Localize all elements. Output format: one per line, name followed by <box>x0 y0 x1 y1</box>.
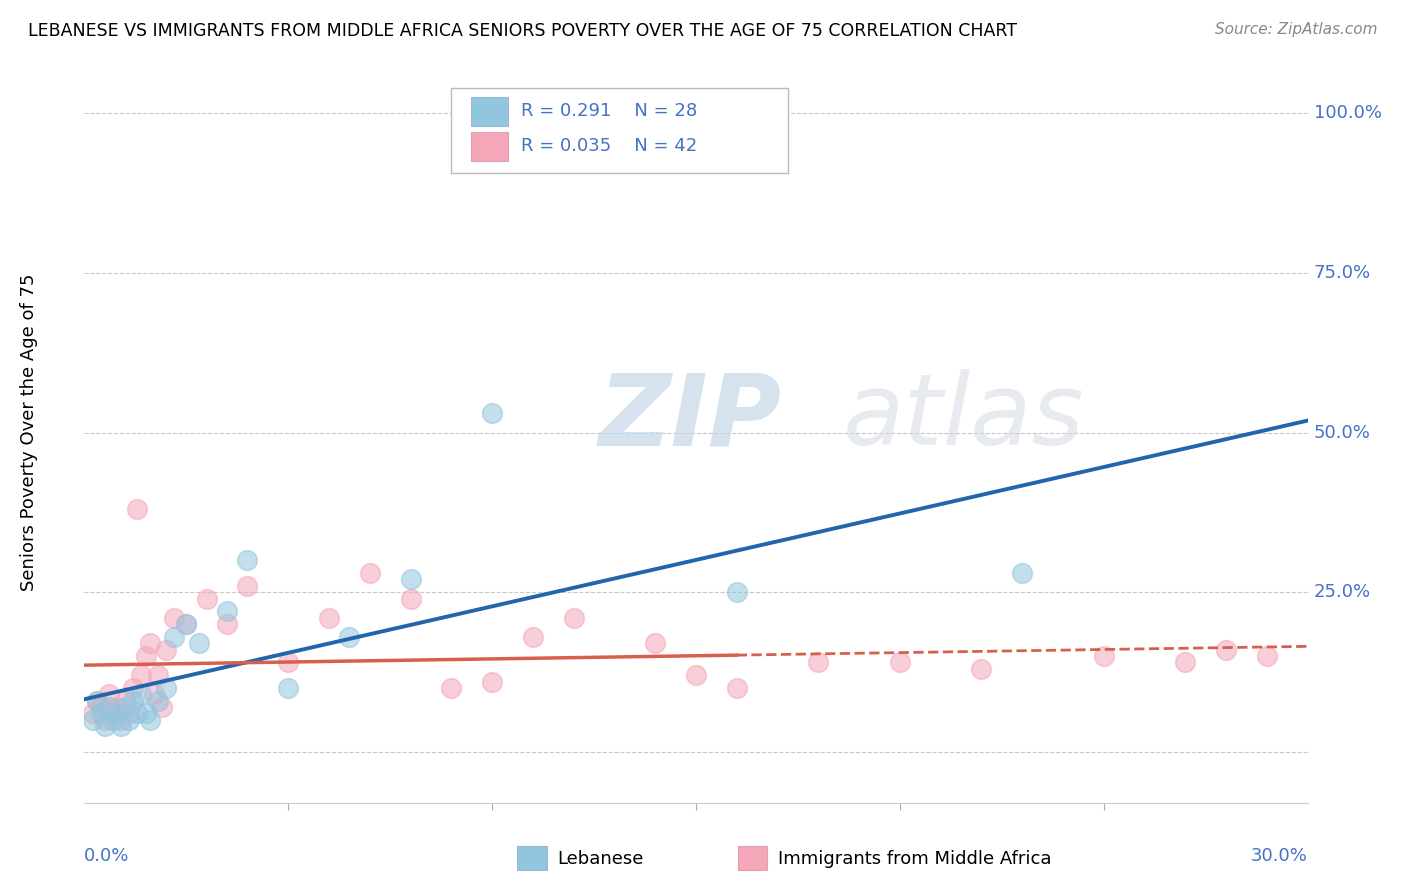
Point <box>93 719 115 733</box>
Point <box>142 687 165 701</box>
Point <box>399 573 422 587</box>
Point <box>82 706 104 721</box>
Point <box>150 700 173 714</box>
Point <box>114 694 136 708</box>
Text: LEBANESE VS IMMIGRANTS FROM MIDDLE AFRICA SENIORS POVERTY OVER THE AGE OF 75 COR: LEBANESE VS IMMIGRANTS FROM MIDDLE AFRIC… <box>28 22 1017 40</box>
Point <box>105 706 128 721</box>
Point <box>889 656 911 670</box>
Point <box>146 694 169 708</box>
Point <box>174 617 197 632</box>
Point <box>101 713 124 727</box>
Text: 50.0%: 50.0% <box>1313 424 1371 442</box>
Point <box>90 706 112 721</box>
Point <box>163 611 186 625</box>
Point <box>110 719 132 733</box>
Text: 75.0%: 75.0% <box>1313 264 1371 282</box>
Point <box>1215 642 1237 657</box>
Point <box>131 668 153 682</box>
Text: 0.0%: 0.0% <box>84 847 129 865</box>
Point <box>90 700 112 714</box>
Text: Source: ZipAtlas.com: Source: ZipAtlas.com <box>1215 22 1378 37</box>
Point <box>236 579 259 593</box>
Point <box>1256 648 1278 663</box>
Point <box>725 681 748 695</box>
Point <box>1092 648 1115 663</box>
Point <box>118 713 141 727</box>
Point <box>86 694 108 708</box>
Point <box>118 706 141 721</box>
FancyBboxPatch shape <box>738 847 766 871</box>
Text: 100.0%: 100.0% <box>1313 104 1382 122</box>
Text: Seniors Poverty Over the Age of 75: Seniors Poverty Over the Age of 75 <box>20 274 38 591</box>
Point <box>101 706 124 721</box>
Point <box>440 681 463 695</box>
Point <box>1011 566 1033 580</box>
Point <box>127 706 149 721</box>
Point <box>163 630 186 644</box>
Point <box>1174 656 1197 670</box>
Point <box>399 591 422 606</box>
Point <box>93 713 115 727</box>
Point <box>127 502 149 516</box>
Point <box>277 656 299 670</box>
Point <box>339 630 361 644</box>
Point <box>970 662 993 676</box>
Point <box>236 553 259 567</box>
Point <box>122 694 145 708</box>
Point <box>481 407 503 421</box>
Point <box>807 656 830 670</box>
Point <box>135 648 157 663</box>
Point <box>138 713 160 727</box>
Point <box>155 681 177 695</box>
Point <box>174 617 197 632</box>
FancyBboxPatch shape <box>471 132 508 161</box>
Point <box>155 642 177 657</box>
Point <box>277 681 299 695</box>
Point <box>97 700 120 714</box>
Point <box>105 700 128 714</box>
Point <box>685 668 707 682</box>
Point <box>86 694 108 708</box>
Point <box>195 591 218 606</box>
Point <box>135 706 157 721</box>
FancyBboxPatch shape <box>517 847 547 871</box>
FancyBboxPatch shape <box>471 96 508 127</box>
Point <box>146 668 169 682</box>
Text: ZIP: ZIP <box>598 369 782 467</box>
Point <box>644 636 666 650</box>
Point <box>82 713 104 727</box>
Point <box>562 611 585 625</box>
Point <box>187 636 209 650</box>
Point <box>725 585 748 599</box>
Point <box>318 611 340 625</box>
Point <box>131 687 153 701</box>
Point <box>114 700 136 714</box>
Text: Immigrants from Middle Africa: Immigrants from Middle Africa <box>778 850 1052 868</box>
Point <box>138 636 160 650</box>
Point <box>122 681 145 695</box>
Text: atlas: atlas <box>842 369 1084 467</box>
Point <box>359 566 381 580</box>
Text: 30.0%: 30.0% <box>1251 847 1308 865</box>
Text: 25.0%: 25.0% <box>1313 583 1371 601</box>
Text: Lebanese: Lebanese <box>558 850 644 868</box>
Point <box>217 617 239 632</box>
Text: R = 0.035    N = 42: R = 0.035 N = 42 <box>522 137 697 155</box>
Point <box>110 713 132 727</box>
Text: R = 0.291    N = 28: R = 0.291 N = 28 <box>522 102 697 120</box>
FancyBboxPatch shape <box>451 88 787 173</box>
Point <box>481 674 503 689</box>
Point <box>522 630 544 644</box>
Point <box>97 687 120 701</box>
Point <box>217 604 239 618</box>
